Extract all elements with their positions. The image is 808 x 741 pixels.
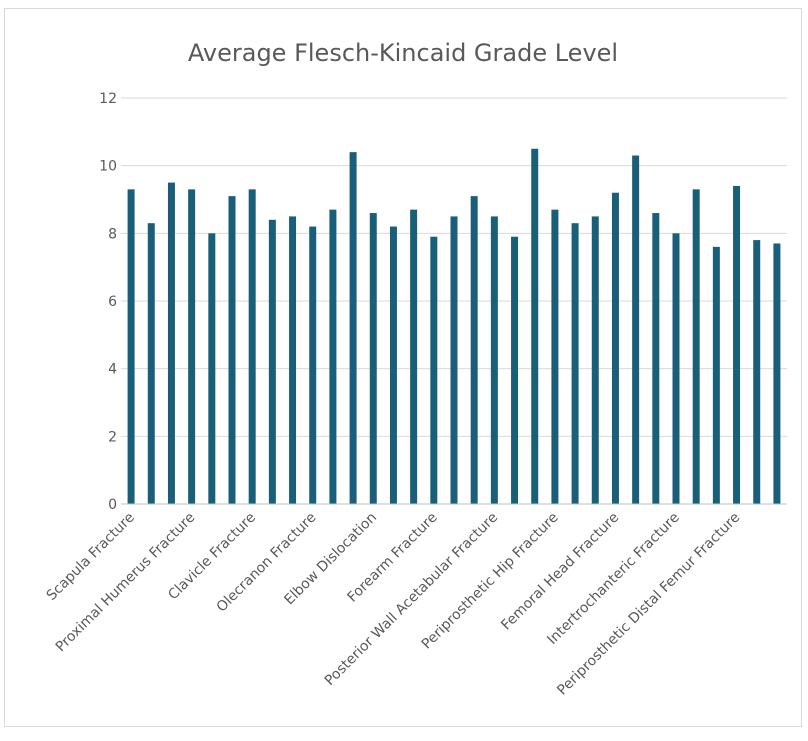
bar <box>369 213 377 505</box>
bar <box>531 148 539 504</box>
bar <box>248 189 256 504</box>
y-tick-label: 0 <box>108 497 117 513</box>
y-axis-ticks: 0 2 4 6 8 10 12 <box>99 91 117 513</box>
y-tick-label: 6 <box>108 294 117 310</box>
bar <box>147 223 155 504</box>
x-tick-label: Femoral Head Fracture <box>498 510 622 634</box>
y-tick-label: 8 <box>108 226 117 242</box>
bar <box>450 216 458 504</box>
bar <box>389 226 397 505</box>
bar <box>309 226 317 505</box>
bar <box>470 196 478 504</box>
bar <box>349 152 357 504</box>
bars <box>127 148 781 505</box>
bar <box>632 155 640 504</box>
chart-title: Average Flesch-Kincaid Grade Level <box>188 39 618 67</box>
bar <box>228 196 236 504</box>
y-tick-label: 10 <box>99 159 117 175</box>
bar <box>672 233 680 505</box>
bar <box>188 189 196 504</box>
bar <box>591 216 599 504</box>
y-tick-label: 2 <box>108 429 117 445</box>
bar <box>652 213 660 505</box>
bar <box>611 192 619 504</box>
bar <box>712 246 720 504</box>
bar <box>289 216 297 504</box>
bar <box>127 189 135 504</box>
bar <box>410 209 418 504</box>
y-tick-label: 12 <box>99 91 117 107</box>
bar <box>430 236 438 504</box>
bar <box>208 233 216 505</box>
bar <box>773 243 781 504</box>
bar <box>551 209 559 504</box>
bar <box>490 216 498 504</box>
bar <box>329 209 337 504</box>
bar <box>511 236 519 504</box>
bar <box>571 223 579 504</box>
bar <box>167 182 175 505</box>
y-tick-label: 4 <box>108 362 117 378</box>
bar-chart: Average Flesch-Kincaid Grade Level 0 2 4 6 8… <box>44 39 787 699</box>
chart-frame: Average Flesch-Kincaid Grade Level 0 2 4 6 8… <box>4 8 802 727</box>
bar <box>692 189 700 504</box>
bar <box>753 240 761 504</box>
bar <box>268 219 276 505</box>
x-tick-label: Olecranon Fracture <box>214 510 320 616</box>
bar <box>733 185 741 504</box>
